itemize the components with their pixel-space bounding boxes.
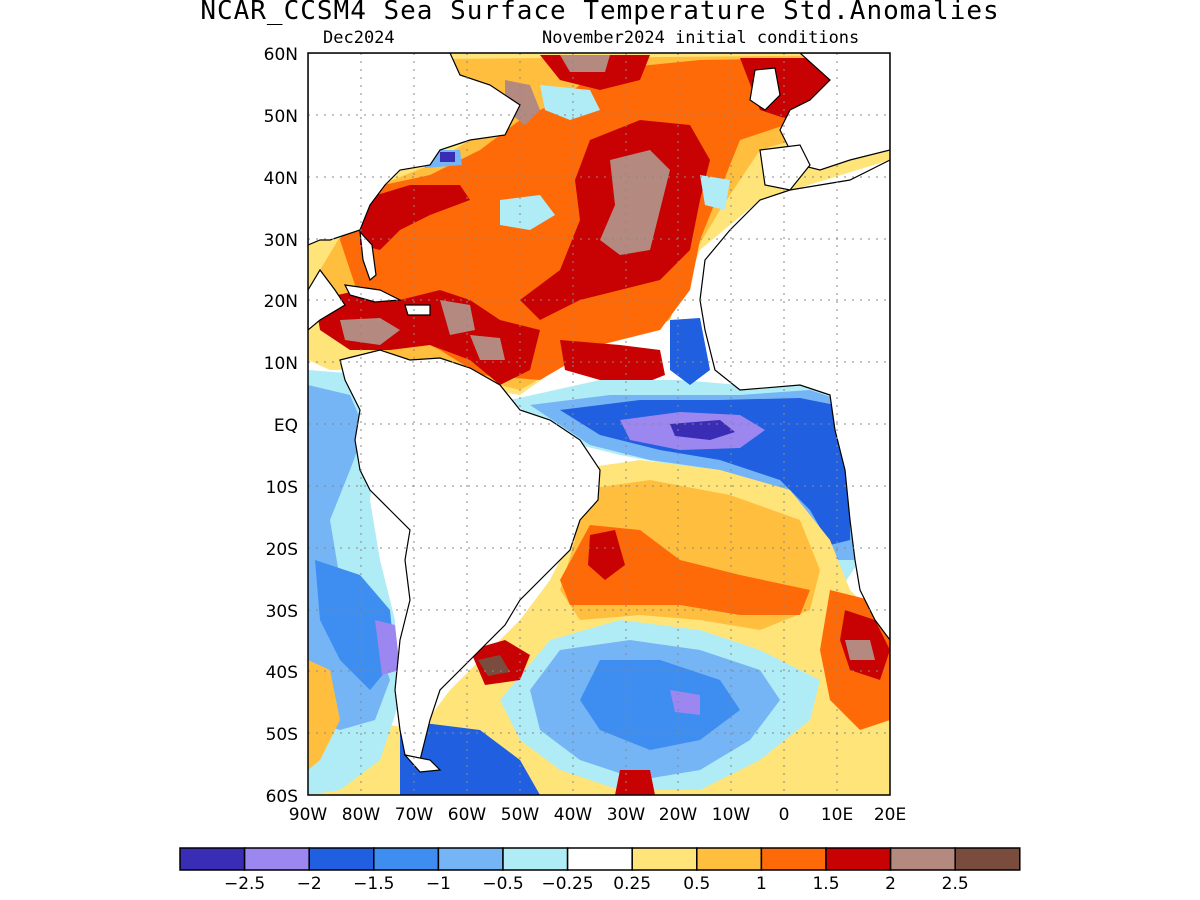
plot-frame bbox=[307, 52, 891, 796]
lat-label: 10N bbox=[264, 354, 298, 374]
caribbean-extreme bbox=[340, 318, 400, 345]
colorbar-swatch bbox=[954, 847, 1021, 871]
florida-land bbox=[359, 230, 377, 282]
british-isles-land bbox=[749, 67, 781, 111]
east-pacific-warm-corner bbox=[308, 660, 340, 770]
colorbar-label: 1 bbox=[756, 874, 767, 894]
south-atlantic-cool-band-strong bbox=[580, 660, 740, 750]
lon-label: 20E bbox=[874, 805, 906, 825]
midatlantic-extreme bbox=[600, 150, 670, 255]
colorbar-swatch bbox=[308, 847, 375, 871]
colorbar-label: −2 bbox=[297, 874, 322, 894]
colorbar-swatch bbox=[631, 847, 698, 871]
colorbar-label: −0.25 bbox=[542, 874, 594, 894]
east-pacific-cool-extreme bbox=[375, 620, 400, 675]
colorbar-swatch bbox=[243, 847, 310, 871]
east-pacific-cool-strong bbox=[315, 560, 395, 690]
lon-label: 80W bbox=[342, 805, 381, 825]
south-atlantic-red bbox=[588, 530, 625, 580]
lon-label: 30W bbox=[607, 805, 646, 825]
agulhas-extreme bbox=[845, 640, 875, 660]
lon-label: 0 bbox=[779, 805, 790, 825]
lon-label: 60W bbox=[448, 805, 487, 825]
equatorial-cool-extreme bbox=[670, 420, 735, 440]
lat-label: 30N bbox=[264, 231, 298, 251]
lat-label: 60S bbox=[266, 787, 298, 807]
colorbar-swatch bbox=[566, 847, 633, 871]
africa-land bbox=[699, 159, 890, 641]
lon-label: 10E bbox=[821, 805, 853, 825]
lat-label: 50N bbox=[264, 107, 298, 127]
colorbar-label: −1 bbox=[426, 874, 451, 894]
colorbar-swatch bbox=[889, 847, 956, 871]
colorbar-swatch bbox=[502, 847, 569, 871]
colorbar-swatch bbox=[825, 847, 892, 871]
lat-label: 30S bbox=[266, 602, 298, 622]
southeast-pacific-cool bbox=[400, 720, 540, 795]
colorbar-swatch bbox=[696, 847, 763, 871]
lon-label: 70W bbox=[395, 805, 434, 825]
mexico-central-america-land bbox=[308, 268, 346, 331]
tierra-del-fuego-land bbox=[403, 754, 442, 773]
lat-label: EQ bbox=[274, 416, 298, 436]
target-month-label: Dec2024 bbox=[323, 28, 395, 48]
colorbar: −2.5 −2 −1.5 −1 −0.5 −0.25 0.25 0.5 1 1.5 2 2.5 bbox=[179, 847, 1021, 894]
colorbar-label: 2.5 bbox=[942, 874, 969, 894]
north-atlantic-cool-patch-3 bbox=[700, 175, 730, 210]
longitude-axis: 90W 80W 70W 60W 50W 40W 30W 20W 10W 0 10… bbox=[289, 805, 906, 825]
north-atlantic-cool-patch-5 bbox=[440, 152, 455, 162]
caribbean-red bbox=[315, 290, 540, 385]
south-america-land bbox=[339, 349, 601, 761]
lon-label: 20W bbox=[659, 805, 698, 825]
lat-label: 40N bbox=[264, 169, 298, 189]
initial-conditions-label: November2024 initial conditions bbox=[542, 28, 860, 48]
colorbar-label: 0.5 bbox=[683, 874, 710, 894]
lon-label: 50W bbox=[501, 805, 540, 825]
lon-label: 90W bbox=[289, 805, 328, 825]
colorbar-label: 0.25 bbox=[613, 874, 651, 894]
map-title: NCAR_CCSM4 Sea Surface Temperature Std.A… bbox=[200, 0, 1000, 26]
colorbar-label: −2.5 bbox=[224, 874, 265, 894]
lat-label: 50S bbox=[266, 725, 298, 745]
tropical-extreme bbox=[470, 335, 505, 360]
lat-label: 40S bbox=[266, 663, 298, 683]
colorbar-label: 2 bbox=[885, 874, 896, 894]
lat-label: 10S bbox=[266, 478, 298, 498]
gulf-stream-red bbox=[360, 185, 470, 250]
lat-label: 20N bbox=[264, 292, 298, 312]
cuba-land bbox=[343, 284, 403, 303]
colorbar-swatch bbox=[179, 847, 246, 871]
colorbar-swatch bbox=[760, 847, 827, 871]
south-atlantic-cool-extreme bbox=[670, 690, 700, 715]
colorbar-label: −1.5 bbox=[353, 874, 394, 894]
south-atlantic-warm-deep bbox=[560, 525, 810, 615]
south-red-bottom bbox=[615, 770, 655, 795]
latitude-axis: 60N 50N 40N 30N 20N 10N EQ 10S 20S 30S 4… bbox=[264, 45, 298, 807]
lat-label: 60N bbox=[264, 45, 298, 65]
colorbar-swatch bbox=[437, 847, 504, 871]
colorbar-label: −0.5 bbox=[482, 874, 523, 894]
colorbar-swatch bbox=[373, 847, 440, 871]
lon-label: 40W bbox=[554, 805, 593, 825]
hispaniola-land bbox=[404, 304, 431, 316]
graticule bbox=[308, 53, 890, 795]
north-extreme-cap bbox=[560, 55, 610, 72]
north-atlantic-cool-patch-2 bbox=[540, 85, 600, 120]
iberia-land bbox=[759, 144, 811, 191]
lat-label: 20S bbox=[266, 540, 298, 560]
caribbean-extreme-2 bbox=[440, 300, 475, 335]
north-atlantic-cool-patch-1 bbox=[500, 195, 555, 230]
colorbar-label: 1.5 bbox=[812, 874, 839, 894]
lon-label: 10W bbox=[712, 805, 751, 825]
gulf-guinea-cool bbox=[670, 318, 710, 385]
